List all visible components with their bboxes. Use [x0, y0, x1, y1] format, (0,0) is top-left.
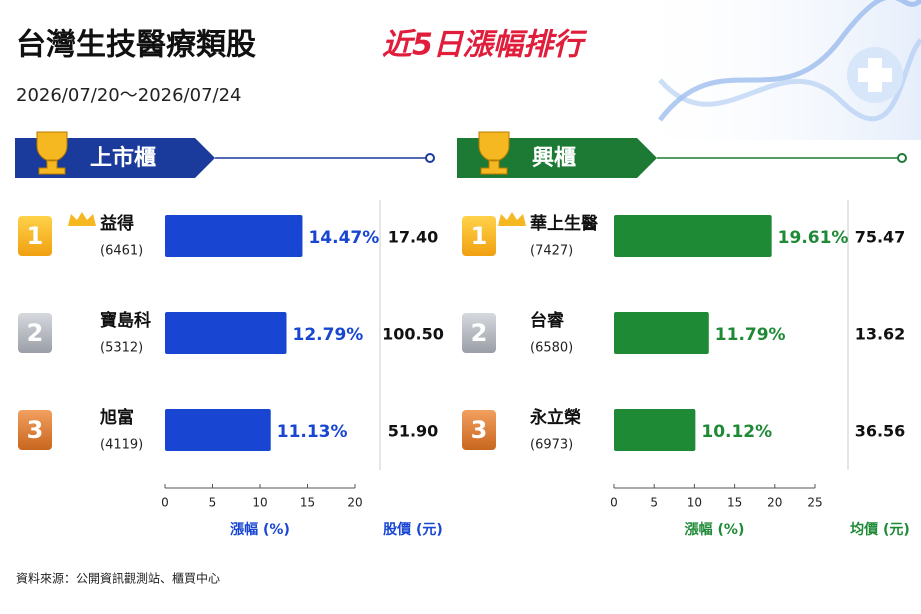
section-title: 興櫃 [532, 146, 576, 171]
trophy [478, 131, 510, 175]
x-tick-label: 0 [610, 496, 618, 510]
x-tick-label: 0 [161, 496, 169, 510]
rank-box [18, 410, 52, 450]
rank-box [462, 216, 496, 256]
bar [614, 215, 772, 257]
rank-number: 1 [27, 222, 44, 250]
crown [498, 212, 526, 226]
stock-code: (6973) [530, 438, 573, 453]
dna-decor [658, 0, 921, 122]
rank-number: 1 [471, 222, 488, 250]
price-label: 股價 (元) [383, 521, 443, 538]
rank-box [462, 313, 496, 353]
value-label: 12.79% [293, 325, 364, 345]
x-tick-label: 5 [650, 496, 658, 510]
stock-name: 旭富 [99, 407, 134, 428]
stock-name: 寶島科 [100, 310, 151, 331]
banner-dot [897, 153, 907, 163]
x-tick-label: 10 [252, 496, 267, 510]
stock-code: (7427) [530, 244, 573, 259]
title-highlight: 近5日漲幅排行 [382, 28, 588, 63]
crown [68, 212, 96, 226]
value-label: 11.13% [277, 422, 348, 442]
bar [614, 312, 709, 354]
stock-name: 永立榮 [529, 407, 581, 428]
price-label: 均價 (元) [850, 521, 910, 538]
x-tick-label: 15 [727, 496, 742, 510]
stock-code: (4119) [100, 438, 143, 453]
rank-number: 2 [27, 319, 44, 347]
x-tick-label: 5 [209, 496, 217, 510]
stock-name: 益得 [100, 213, 134, 234]
dna-decor [658, 38, 921, 122]
bar [614, 409, 696, 451]
price: 13.62 [855, 325, 906, 344]
rank-number: 2 [471, 319, 488, 347]
x-axis-label: 漲幅 (%) [230, 521, 290, 538]
stock-name: 台睿 [530, 310, 565, 331]
x-tick-label: 20 [767, 496, 782, 510]
rank-box [18, 216, 52, 256]
price: 100.50 [382, 325, 444, 344]
rank-box [462, 410, 496, 450]
source: 資料來源：公開資訊觀測站、櫃買中心 [16, 571, 220, 586]
section-title: 上市櫃 [90, 145, 156, 171]
x-axis-label: 漲幅 (%) [685, 521, 745, 538]
title: 台灣生技醫療類股 [16, 28, 256, 63]
value-label: 11.79% [715, 325, 786, 345]
price: 17.40 [388, 228, 439, 247]
stock-name: 華上生醫 [530, 213, 598, 234]
value-label: 14.47% [308, 228, 379, 248]
bar [165, 215, 303, 257]
stock-code: (6461) [100, 244, 143, 259]
x-tick-label: 15 [300, 496, 315, 510]
bar [165, 409, 271, 451]
stock-code: (5312) [100, 341, 143, 356]
x-tick-label: 25 [807, 496, 822, 510]
x-tick-label: 10 [687, 496, 702, 510]
date-range: 2026/07/20～2026/07/24 [16, 85, 242, 106]
x-tick-label: 20 [347, 496, 362, 510]
value-label: 10.12% [701, 422, 772, 442]
price: 51.90 [388, 422, 439, 441]
price: 75.47 [855, 228, 906, 247]
bar [165, 312, 287, 354]
stock-code: (6580) [530, 341, 573, 356]
rank-number: 3 [471, 416, 488, 444]
value-label: 19.61% [778, 228, 849, 248]
rank-number: 3 [27, 416, 44, 444]
price: 36.56 [855, 422, 906, 441]
trophy [36, 131, 68, 175]
rank-box [18, 313, 52, 353]
cross-decor [858, 58, 892, 92]
banner-dot [425, 153, 435, 163]
